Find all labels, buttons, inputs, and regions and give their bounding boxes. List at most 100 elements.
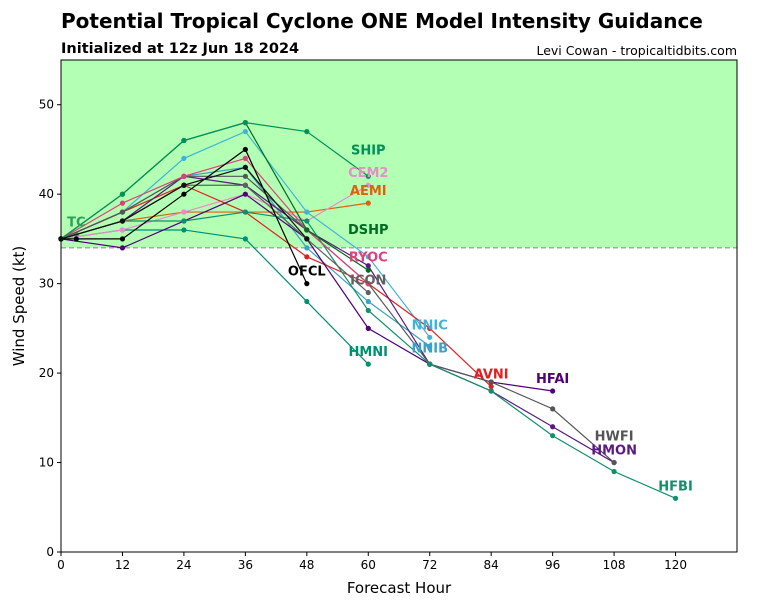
data-point: [488, 388, 494, 394]
plot-frame: [60, 59, 738, 553]
tropical-storm-zone: [61, 60, 737, 248]
series-label: HMON: [591, 444, 637, 459]
data-point: [242, 155, 248, 161]
y-tick-label: 20: [39, 366, 54, 380]
x-tick-label: 36: [238, 558, 253, 572]
data-point: [119, 209, 126, 215]
series-line: [60, 157, 369, 285]
series-label: ICON: [350, 274, 386, 289]
series-label: NNIB: [411, 341, 448, 356]
data-point: [365, 361, 371, 367]
chart-subtitle: Initialized at 12z Jun 18 2024: [61, 41, 300, 57]
data-point: [365, 325, 371, 331]
series-line: [60, 175, 615, 464]
y-tick-label: 0: [46, 545, 54, 559]
data-point: [304, 218, 310, 224]
data-point: [550, 424, 556, 430]
data-point: [119, 245, 126, 251]
series-unnamed: [58, 164, 310, 242]
data-point: [304, 227, 310, 233]
data-point: [119, 191, 126, 197]
data-point: [304, 128, 310, 135]
series-label: RYOC: [349, 251, 388, 266]
data-point: [550, 388, 556, 394]
data-point: [365, 267, 371, 273]
series-label: HFBI: [658, 479, 693, 494]
data-point: [611, 459, 617, 466]
x-tick-label: 24: [176, 558, 191, 572]
chart-title: Potential Tropical Cyclone ONE Model Int…: [61, 9, 703, 33]
data-point: [242, 209, 248, 215]
series-label: CEM2: [348, 166, 388, 181]
data-point: [73, 236, 79, 242]
data-point: [365, 200, 371, 206]
x-tick-label: 48: [299, 558, 314, 572]
data-point: [119, 218, 126, 224]
data-point: [181, 209, 187, 215]
x-tick-label: 96: [545, 558, 560, 572]
data-point: [242, 191, 248, 197]
data-point: [488, 379, 494, 385]
data-point: [488, 383, 494, 390]
data-point: [427, 361, 433, 367]
series-label: OFCL: [288, 265, 326, 280]
y-tick-label: 10: [39, 456, 54, 470]
x-tick-label: 84: [484, 558, 499, 572]
x-tick-label: 0: [57, 558, 65, 572]
x-axis-label: Forecast Hour: [347, 579, 452, 597]
series-label: HMNI: [348, 345, 388, 360]
data-point: [672, 495, 679, 501]
data-point: [365, 281, 371, 287]
x-tick-label: 12: [115, 558, 130, 572]
series-label: TC: [67, 215, 85, 230]
series-line: [60, 184, 369, 240]
data-point: [242, 146, 248, 153]
data-point: [365, 289, 371, 296]
series-label: HFAI: [536, 372, 569, 387]
series-label: DSHP: [348, 223, 389, 238]
y-axis-label: Wind Speed (kt): [10, 246, 28, 367]
series-label: AEMI: [350, 184, 387, 199]
data-point: [365, 182, 371, 188]
series-line: [60, 184, 492, 387]
data-point: [181, 218, 187, 224]
y-tick-label: 40: [39, 187, 54, 201]
y-tick-label: 30: [39, 277, 54, 291]
data-point: [427, 325, 433, 331]
data-point: [242, 164, 248, 170]
data-point: [365, 263, 371, 269]
data-point: [119, 200, 126, 206]
data-point: [181, 182, 187, 188]
x-tick-label: 108: [603, 558, 626, 572]
data-point: [304, 209, 310, 215]
data-point: [181, 155, 187, 161]
data-point: [304, 254, 310, 260]
data-point: [365, 298, 371, 305]
data-point: [550, 433, 556, 439]
series-line: [60, 122, 369, 240]
data-point: [119, 236, 126, 242]
data-point: [427, 334, 433, 340]
data-point: [304, 236, 310, 242]
data-point: [242, 120, 248, 126]
chart-credit: Levi Cowan - tropicaltidbits.com: [536, 43, 737, 58]
series-line: [60, 229, 369, 365]
data-point: [304, 298, 310, 305]
data-point: [427, 343, 433, 349]
data-point: [242, 182, 248, 188]
x-tick-label: 72: [422, 558, 437, 572]
data-point: [365, 254, 371, 260]
data-point: [365, 173, 371, 179]
y-tick-label: 50: [39, 98, 54, 112]
series-label: HWFI: [595, 430, 634, 445]
series-label: SHIP: [351, 143, 386, 158]
data-point: [242, 173, 248, 179]
data-point: [119, 227, 126, 233]
data-point: [181, 227, 187, 233]
series-ofcl: [58, 146, 310, 287]
data-point: [550, 406, 556, 412]
data-point: [181, 191, 187, 197]
x-tick-label: 120: [664, 558, 687, 572]
series-label: NNIC: [412, 318, 448, 333]
